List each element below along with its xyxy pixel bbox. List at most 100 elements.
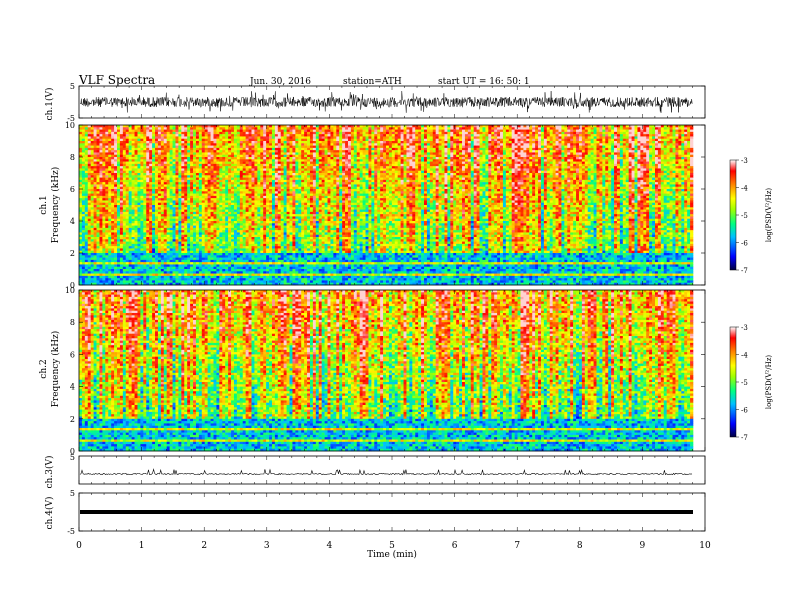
spec1-cell	[193, 221, 197, 224]
spec1-cell	[181, 136, 185, 140]
spec1-cell	[90, 225, 94, 229]
spec1-cell	[99, 168, 103, 172]
spec1-cell	[125, 216, 129, 220]
spec1-cell	[181, 243, 185, 247]
spec1-cell	[274, 262, 279, 265]
spec1-cell	[143, 248, 147, 252]
spec1-cell	[216, 166, 220, 169]
spec1-cell	[137, 232, 141, 236]
spec1-cell	[271, 191, 276, 194]
spec1-cell	[146, 207, 150, 210]
spec1-cell	[178, 138, 182, 142]
spec1-cell	[111, 214, 115, 217]
spec1-cell	[231, 198, 235, 201]
spec1-cell	[184, 189, 188, 192]
spec1-cell	[96, 271, 100, 274]
spec1-cell	[90, 173, 94, 176]
spec1-cell	[152, 271, 156, 274]
spec1-cell	[257, 161, 261, 165]
spec1-cell	[102, 189, 106, 192]
spec1-cell	[219, 237, 223, 240]
spec1-cell	[236, 243, 241, 247]
spec1-cell	[119, 170, 124, 174]
spec1-cell	[128, 234, 132, 238]
spec1-cell	[204, 227, 208, 231]
spec1-cell	[96, 211, 100, 215]
spec1-cell	[184, 218, 188, 222]
spec1-cell	[96, 138, 100, 142]
spec1-cell	[201, 239, 206, 242]
spec1-cell	[242, 136, 246, 140]
spec1-cell	[204, 266, 208, 270]
spec1-cell	[181, 237, 185, 240]
spec1-cell	[90, 264, 94, 268]
spec1-cell	[242, 159, 246, 162]
spec1-cell	[274, 271, 279, 274]
spec1-cell	[87, 131, 91, 135]
spec1-cell	[236, 214, 241, 217]
spec1-cell	[90, 198, 94, 201]
spec1-cell	[149, 184, 153, 188]
spec1-cell	[93, 202, 97, 206]
spec1-cell	[210, 154, 214, 158]
spec1-cell	[277, 243, 282, 247]
spec1-cell	[225, 136, 229, 140]
spec1-cell	[117, 282, 121, 286]
spec1-cell	[155, 243, 159, 247]
spec1-cell	[99, 225, 103, 229]
spec1-cell	[143, 271, 147, 274]
spec1-cell	[79, 255, 83, 258]
spec1-cell	[219, 175, 223, 178]
spec1-cell	[157, 200, 162, 204]
spec1-cell	[105, 259, 109, 263]
spec1-cell	[172, 125, 176, 128]
spec1-cell	[166, 218, 170, 222]
spec1-cell	[131, 271, 135, 274]
spec1-cell	[79, 127, 83, 130]
spec1-cell	[260, 241, 264, 245]
spec1-cell	[222, 154, 226, 158]
spec1-cell	[184, 241, 188, 245]
spec1-cell	[231, 161, 235, 165]
spec1-cell	[193, 257, 197, 261]
spec1-cell	[102, 264, 106, 268]
spec1-cell	[204, 150, 208, 153]
spec1-cell	[125, 218, 129, 222]
spec1-cell	[149, 145, 153, 149]
spec1-cell	[122, 195, 127, 199]
spec1-cell	[260, 262, 264, 265]
spec1-cell	[257, 257, 261, 261]
spec1-cell	[201, 216, 206, 220]
spec1-cell	[79, 241, 83, 245]
spec1-cell	[236, 218, 241, 222]
spec1-cell	[146, 170, 150, 174]
spec1-cell	[195, 239, 200, 242]
spec1-cell	[152, 145, 156, 149]
spec1-cell	[105, 127, 109, 130]
spec1-cell	[207, 152, 211, 156]
spec1-cell	[181, 198, 185, 201]
spec1-cell	[193, 189, 197, 192]
spec1-cell	[204, 246, 208, 249]
spec1-cell	[228, 230, 232, 233]
spec1-cell	[231, 257, 235, 261]
spec1-cell	[149, 227, 153, 231]
spec1-cell	[190, 159, 194, 162]
spec1-cell	[79, 129, 83, 133]
spec1-cell	[266, 177, 270, 181]
spec1-cell	[219, 145, 223, 149]
spec1-cell	[143, 266, 147, 270]
spec1-cell	[128, 195, 132, 199]
spec1-cell	[90, 200, 94, 204]
spec1-cell	[137, 152, 141, 156]
spec1-cell	[210, 184, 214, 188]
spec1-cell	[257, 168, 261, 172]
spec1-cell	[96, 179, 100, 183]
spec1-cell	[163, 239, 168, 242]
spec1-cell	[137, 275, 141, 279]
spec1-cell	[190, 227, 194, 231]
spec1-cell	[271, 209, 276, 213]
spec1-cell	[193, 237, 197, 240]
spec1-cell	[242, 138, 246, 142]
spec1-cell	[254, 173, 258, 176]
